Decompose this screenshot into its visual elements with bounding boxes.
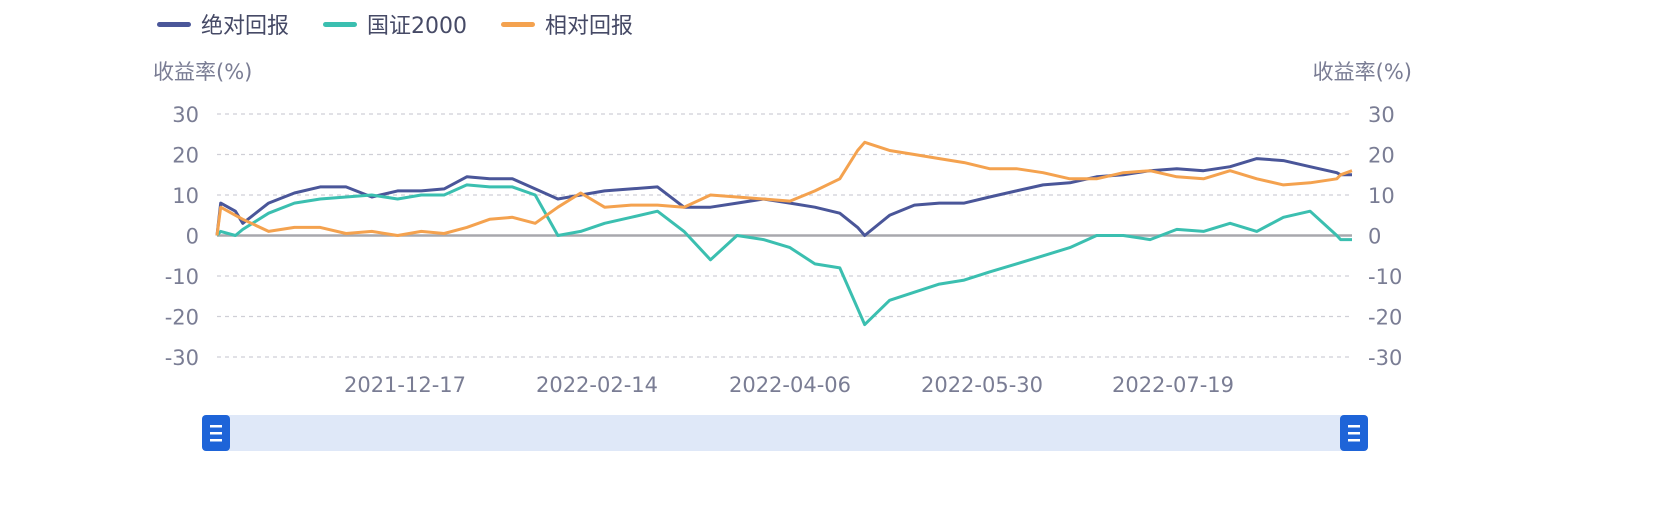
data-zoom-track[interactable] [216,415,1354,451]
legend-label: 相对回报 [545,14,634,39]
x-tick-label: 2022-07-19 [1112,373,1234,397]
x-tick-label: 2022-02-14 [536,373,658,397]
x-tick-label: 2022-05-30 [921,373,1043,397]
y-tick-label-right: 30 [1368,103,1395,127]
series-line-1 [215,183,1352,327]
x-tick-label: 2021-12-17 [344,373,466,397]
y-tick-label-left: 20 [172,144,199,168]
y-tick-label-left: -20 [165,306,199,330]
series-line-2 [215,140,1353,237]
grip-line [1348,439,1360,442]
y-tick-label-right: 10 [1368,184,1395,208]
legend-swatch [323,21,358,27]
legend: 绝对回报 国证2000 相对回报 [157,8,633,40]
y-tick-label-left: 10 [172,184,199,208]
y-tick-label-right: 20 [1368,144,1395,168]
legend-swatch [501,21,536,27]
y-tick-label-left: -30 [165,346,199,370]
legend-item-relative-return[interactable]: 相对回报 [501,8,633,40]
y-tick-label-left: 0 [186,225,199,249]
data-zoom-handle-right[interactable] [1340,415,1368,451]
x-tick-label: 2022-04-06 [729,373,851,397]
y-tick-label-left: -10 [165,265,199,289]
data-zoom-handle-left[interactable] [202,415,230,451]
y-axis-right-title: 收益率(%) [1312,60,1412,84]
grip-line [1348,432,1360,435]
grip-line [210,439,222,442]
grip-line [210,432,222,435]
y-tick-label-left: 30 [172,103,199,127]
grip-line [1348,425,1360,428]
y-tick-label-right: -20 [1368,306,1402,330]
legend-item-absolute-return[interactable]: 绝对回报 [157,8,289,40]
legend-item-index-2000[interactable]: 国证2000 [323,8,467,40]
legend-swatch [157,21,191,27]
y-tick-label-right: -30 [1368,346,1402,370]
y-tick-label-right: 0 [1368,225,1381,249]
legend-label: 绝对回报 [201,14,290,39]
y-tick-label-right: -10 [1368,265,1402,289]
grip-line [210,425,222,428]
legend-label: 国证2000 [367,14,468,39]
y-axis-left-title: 收益率(%) [153,60,253,84]
